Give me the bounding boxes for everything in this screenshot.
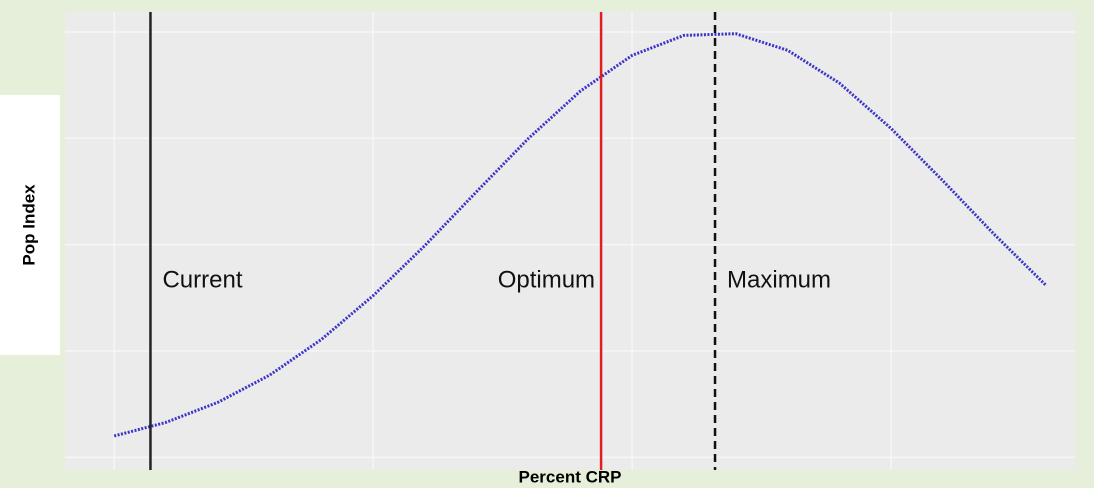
marker-label: Optimum: [498, 266, 595, 293]
marker-label: Current: [162, 266, 242, 293]
x-axis-label: Percent CRP: [519, 467, 622, 486]
y-label-box: [0, 95, 60, 355]
curve: [113, 32, 1048, 438]
marker-label: Maximum: [727, 266, 831, 293]
plot-panel: [65, 12, 1075, 470]
y-axis-label: Pop Index: [19, 184, 38, 266]
